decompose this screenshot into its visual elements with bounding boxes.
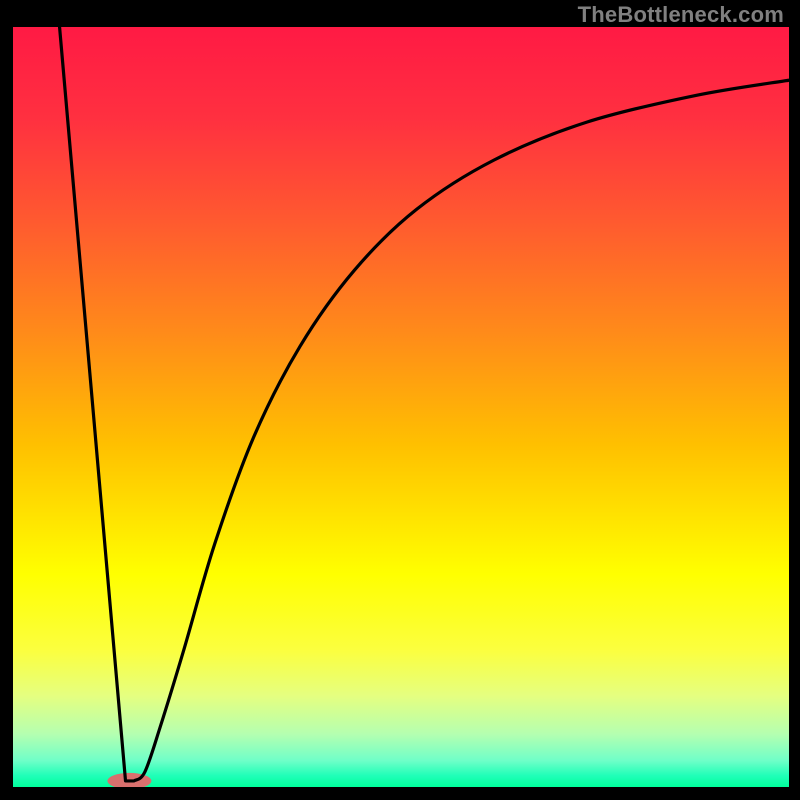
plot-area bbox=[13, 27, 789, 787]
watermark-text: TheBottleneck.com bbox=[578, 2, 784, 28]
gradient-background bbox=[13, 27, 789, 787]
plot-svg bbox=[13, 27, 789, 787]
chart-container: TheBottleneck.com bbox=[0, 0, 800, 800]
